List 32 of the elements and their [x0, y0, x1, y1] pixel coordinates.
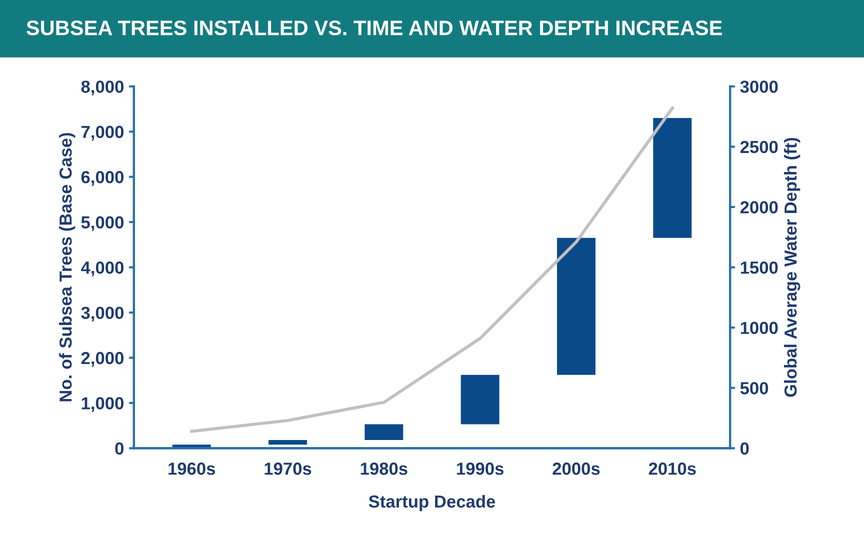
bar: [268, 440, 307, 445]
bar: [653, 118, 692, 238]
x-tick-label: 1990s: [457, 462, 504, 475]
y2-tick-label: 500: [740, 382, 768, 394]
y-tick-label: 2,000: [81, 352, 124, 367]
y-tick-label: 7,000: [82, 126, 124, 141]
x-tick-label: 1960s: [168, 462, 216, 475]
x-tick-label: 1970s: [264, 462, 312, 475]
y2-tick-label: 1500: [740, 261, 778, 274]
line-series: [190, 106, 674, 433]
y2-tick-label: 2000: [740, 201, 778, 214]
x-tick-label: 2010s: [648, 462, 696, 475]
x-tick-label: 2000s: [552, 462, 600, 475]
y2-axis-title: Global Average Water Depth (ft): [784, 138, 800, 397]
y-axis-title: No. of Subsea Trees (Base Case): [59, 133, 76, 402]
y2-tick-label: 1000: [740, 322, 778, 334]
y-tick-label: 0: [115, 442, 124, 455]
y2-tick-label: 0: [740, 442, 749, 455]
x-axis-title: Startup Decade: [368, 494, 496, 512]
bar: [364, 424, 404, 440]
chart-title: SUBSEA TREES INSTALLED VS. TIME AND WATER DEPTH INCREASE: [26, 20, 722, 36]
x-tick-label: 1980s: [360, 462, 408, 475]
bar: [557, 238, 596, 375]
y-tick-label: 4,000: [81, 261, 124, 276]
y2-tick-label: 3000: [740, 80, 778, 93]
bar: [460, 374, 500, 424]
y-tick-label: 5,000: [81, 216, 124, 232]
y2-tick-label: 2500: [740, 140, 778, 154]
y-tick-label: 6,000: [81, 171, 124, 186]
y-tick-label: 3,000: [81, 306, 124, 322]
y-tick-label: 8,000: [81, 80, 124, 96]
y-tick-label: 1,000: [82, 397, 124, 412]
